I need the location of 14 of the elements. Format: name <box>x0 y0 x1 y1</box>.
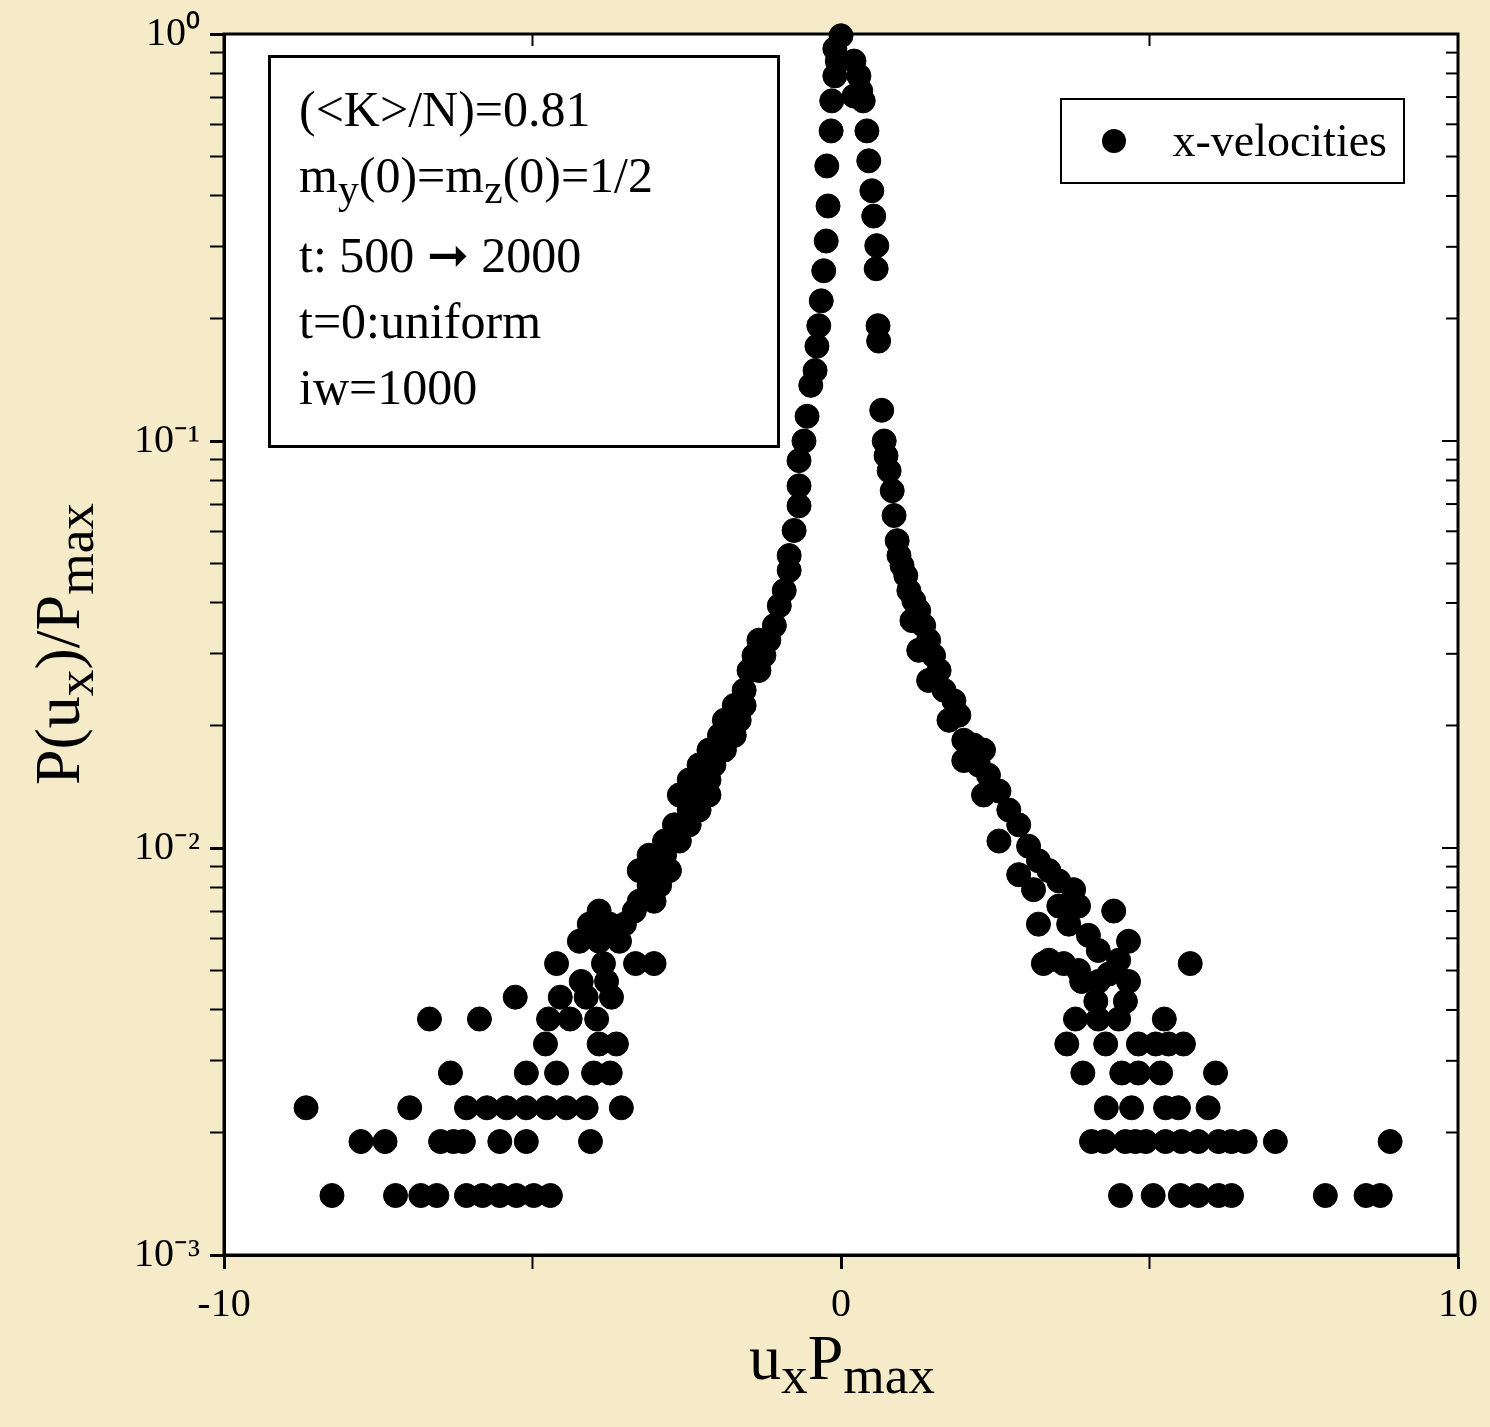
x-axis-title: u$_{x}$P$_{max}$ <box>748 1322 936 1405</box>
annotation: t: 500 ➞ 2000 <box>299 226 583 285</box>
annotation: t=0:uniform <box>299 292 543 351</box>
y-tick-label: 10⁻² <box>134 822 200 868</box>
y-tick-label: 10⁰ <box>146 8 200 54</box>
annotation: (<K>/N)=0.81 <box>299 80 592 139</box>
x-tick-label: 0 <box>831 1279 851 1325</box>
annotation: m$_{y}$(0)=m$_{z}$(0)=1/2 <box>299 146 654 214</box>
y-tick-label: 10⁻¹ <box>134 415 200 461</box>
x-tick-label: 10 <box>1438 1279 1478 1325</box>
legend-label: x-velocities <box>1172 114 1387 168</box>
x-tick-label: -10 <box>197 1279 251 1325</box>
y-tick-label: 10⁻³ <box>134 1229 200 1275</box>
annotation: iw=1000 <box>299 358 479 417</box>
